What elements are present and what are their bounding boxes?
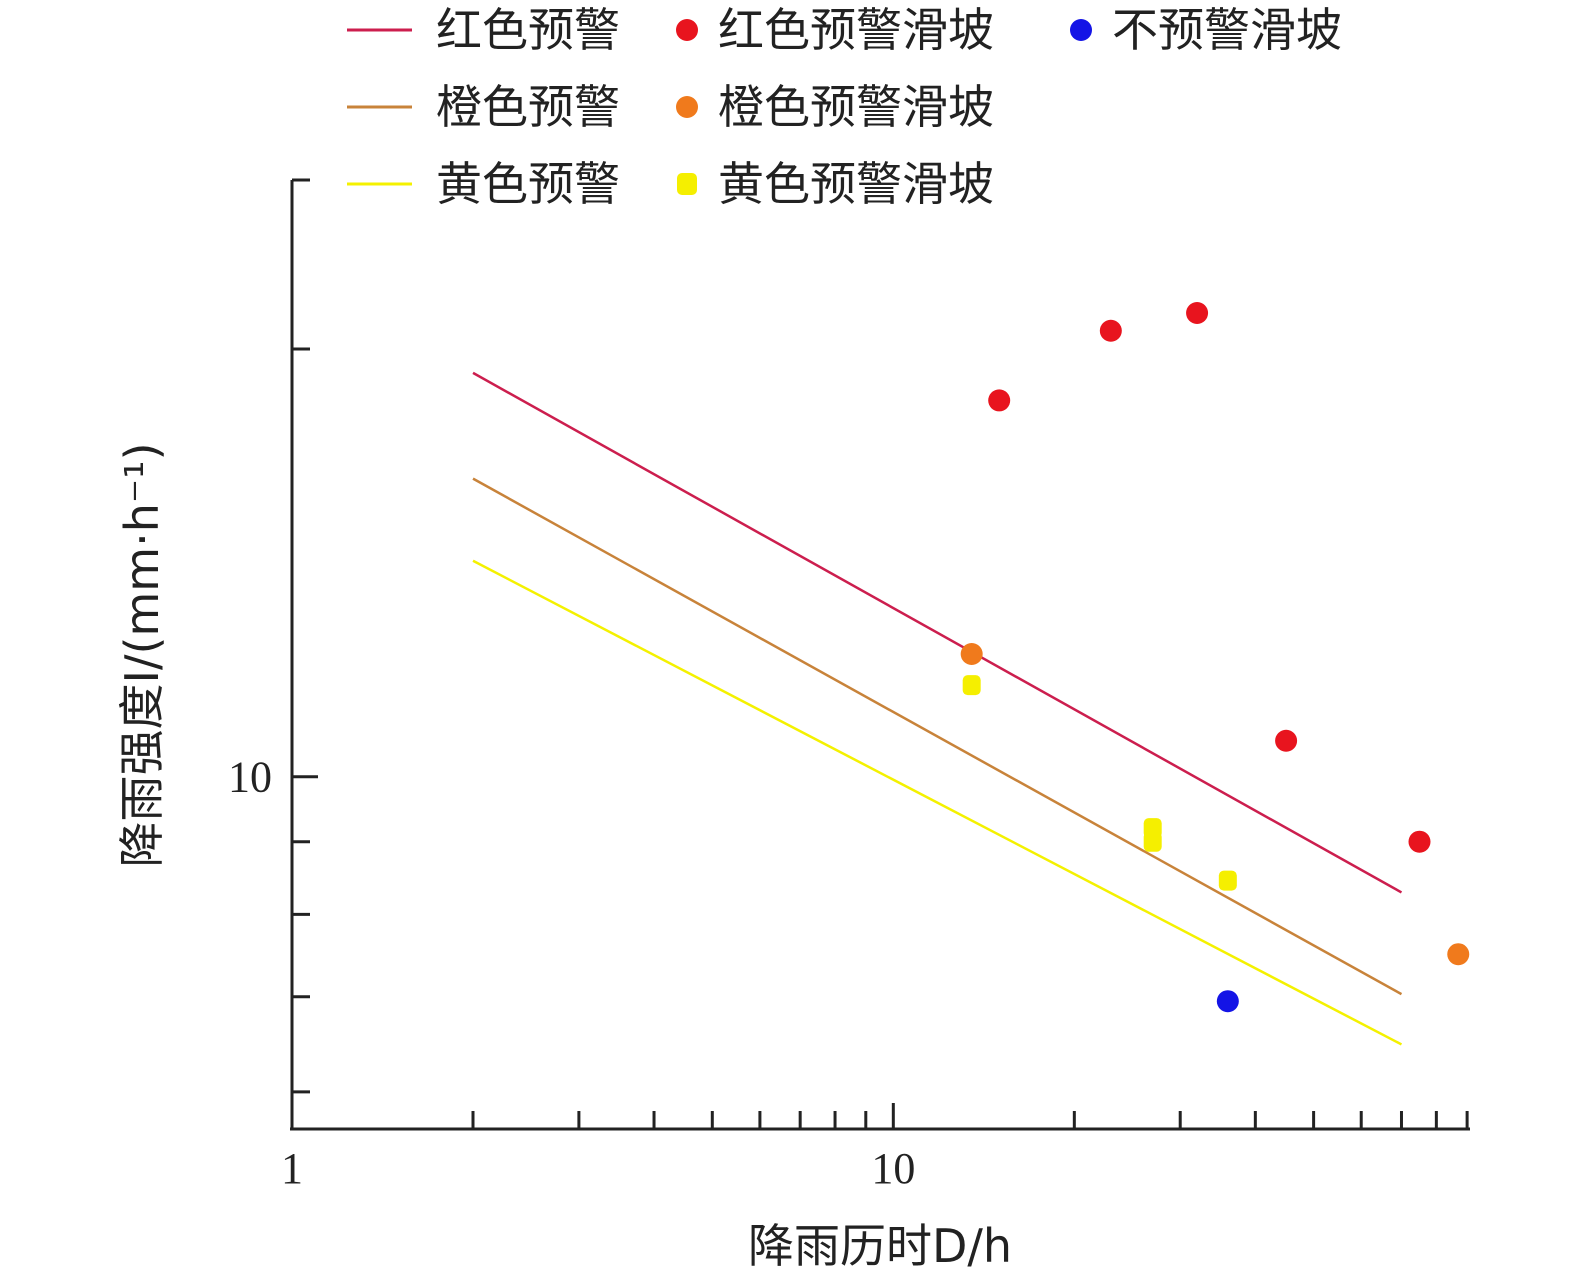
point-3 bbox=[1218, 870, 1237, 891]
x-tick-label: 1 bbox=[281, 1144, 303, 1193]
threshold-lines bbox=[472, 371, 1403, 1046]
data-points bbox=[960, 302, 1470, 1013]
ticks bbox=[292, 178, 1469, 1129]
y-tick-label: 10 bbox=[228, 753, 272, 802]
legend-marker-label: 橙色预警滑坡 bbox=[718, 80, 994, 134]
legend-line-label: 橙色预警 bbox=[436, 80, 620, 134]
point-4 bbox=[1216, 990, 1239, 1013]
legend-line-label: 红色预警 bbox=[436, 3, 620, 57]
point-1 bbox=[1186, 302, 1209, 325]
x-axis-label: 降雨历时D/h bbox=[748, 1219, 1012, 1273]
point-2 bbox=[1447, 943, 1470, 966]
axes bbox=[290, 180, 1470, 1131]
legend-marker-label: 红色预警滑坡 bbox=[718, 3, 994, 57]
legend-marker-swatch bbox=[677, 173, 697, 195]
legend-marker-label: 不预警滑坡 bbox=[1112, 3, 1342, 57]
threshold-line-2 bbox=[472, 477, 1403, 996]
point-1 bbox=[1275, 729, 1298, 752]
legend-marker-swatch bbox=[1070, 19, 1092, 41]
point-2 bbox=[960, 642, 983, 665]
x-tick-label: 10 bbox=[871, 1144, 915, 1193]
threshold-line-1 bbox=[472, 371, 1403, 894]
point-1 bbox=[1408, 830, 1431, 853]
legend-line-label: 黄色预警 bbox=[436, 157, 620, 211]
point-1 bbox=[1099, 319, 1122, 342]
point-1 bbox=[988, 389, 1011, 412]
legend-marker-swatch bbox=[676, 96, 698, 118]
threshold-line-3 bbox=[472, 559, 1403, 1046]
y-axis-label: 降雨强度I/(mm·h⁻¹) bbox=[115, 442, 169, 867]
legend-marker-swatch bbox=[676, 19, 698, 41]
point-3 bbox=[1143, 831, 1162, 852]
tick-labels: 1 10 10 bbox=[228, 753, 915, 1193]
legend-marker-label: 黄色预警滑坡 bbox=[718, 157, 994, 211]
point-3 bbox=[962, 675, 981, 696]
